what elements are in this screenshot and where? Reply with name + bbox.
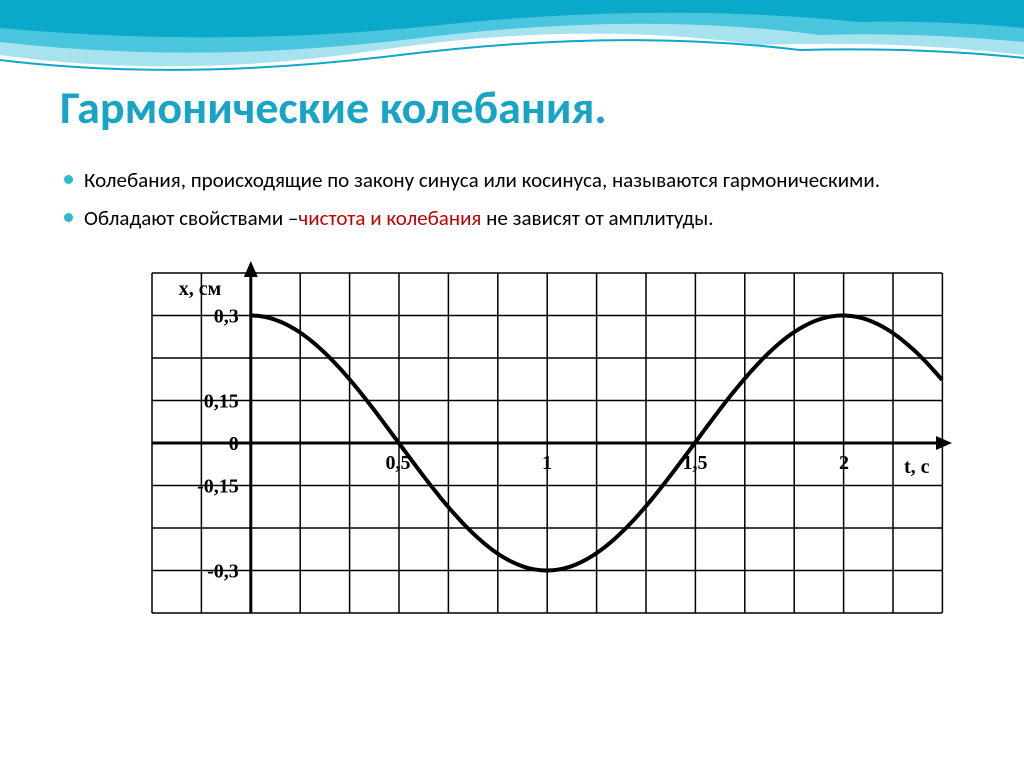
svg-text:0: 0	[229, 433, 239, 455]
bullet-item-1: Колебания, происходящие по закону синуса…	[60, 166, 964, 194]
slide-title: Гармонические колебания.	[60, 80, 964, 136]
svg-text:-0,15: -0,15	[197, 475, 239, 497]
bullet-highlight: чистота и колебания	[298, 205, 481, 231]
svg-text:0,15: 0,15	[204, 390, 239, 412]
svg-text:0,3: 0,3	[214, 305, 239, 327]
oscillation-chart: x, смt, с0,30,150-0,15-0,30,511,52	[72, 253, 952, 633]
svg-text:-0,3: -0,3	[207, 560, 239, 582]
svg-text:2: 2	[839, 452, 849, 474]
bullet-item-2: Обладают свойствами –чистота и колебания…	[60, 204, 964, 232]
bullet-text: Колебания, происходящие по закону синуса…	[84, 167, 880, 193]
chart-container: x, смt, с0,30,150-0,15-0,30,511,52	[60, 253, 964, 633]
bullet-text-a: Обладают свойствами –	[84, 205, 298, 231]
bullet-list: Колебания, происходящие по закону синуса…	[60, 166, 964, 233]
svg-text:t, с: t, с	[904, 456, 930, 478]
svg-text:1: 1	[542, 452, 552, 474]
bullet-text-b: не зависят от амплитуды.	[481, 205, 713, 231]
svg-text:x, см: x, см	[179, 278, 222, 300]
